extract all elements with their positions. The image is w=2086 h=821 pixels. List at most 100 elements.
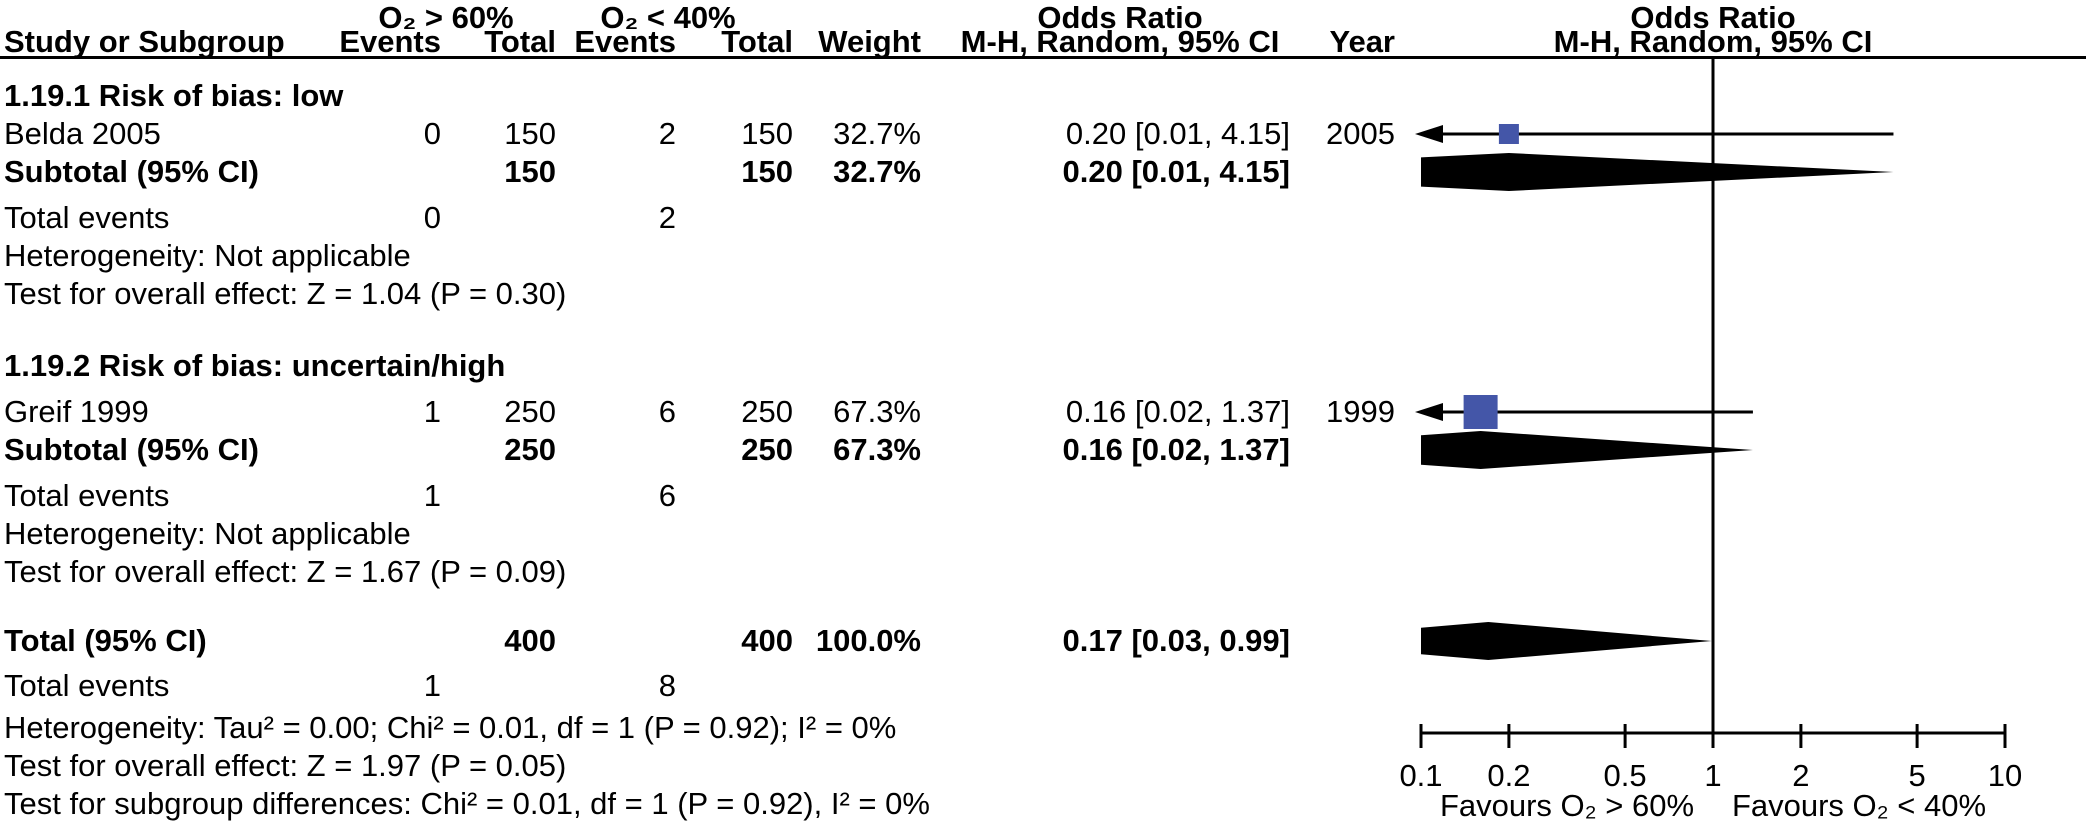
grand-total-row: Total (95% CI) 400 400 100.0% 0.17 [0.03…: [0, 622, 2086, 660]
total1-value: 250: [504, 394, 556, 429]
or-ci-value: 0.16 [0.02, 1.37]: [1065, 394, 1290, 429]
pooled-diamond: [1421, 622, 1712, 660]
total-events-label: Total events: [4, 478, 170, 513]
total-events-row: Total events 0 2: [0, 199, 2086, 237]
weight-column-header: Weight: [818, 24, 921, 59]
header-groups-row: O₂ > 60% O₂ < 40% Odds Ratio Odds Ratio: [0, 0, 2086, 37]
subtotal-or-ci: 0.20 [0.01, 4.15]: [1062, 154, 1291, 189]
favours-left-label: Favours O₂ > 60%: [1440, 788, 1694, 821]
section-header-row: 1.19.2 Risk of bias: uncertain/high: [0, 347, 2086, 385]
year-value: 2005: [1326, 116, 1395, 151]
year-value: 1999: [1326, 394, 1395, 429]
heterogeneity-row: Heterogeneity: Tau² = 0.00; Chi² = 0.01,…: [0, 709, 2086, 747]
favours-right-label: Favours O₂ < 40%: [1732, 788, 1986, 821]
header-separator: [0, 56, 2086, 59]
overall-effect-text: Test for overall effect: Z = 1.97 (P = 0…: [4, 748, 567, 783]
section-title: 1.19.2 Risk of bias: uncertain/high: [4, 348, 506, 383]
axis-tick-label: 0.1: [1399, 758, 1442, 793]
subtotal-label: Subtotal (95% CI): [4, 154, 259, 189]
study-row: Belda 2005 0 150 2 150 32.7% 0.20 [0.01,…: [0, 115, 2086, 153]
header-columns-row: Study or Subgroup Events Total Events To…: [0, 23, 2086, 61]
group1-header: O₂ > 60%: [378, 0, 514, 35]
events2-column-header: Events: [574, 24, 676, 59]
section-title: 1.19.1 Risk of bias: low: [4, 78, 344, 113]
pooled-diamond: [1421, 153, 1894, 191]
subtotal-weight: 32.7%: [833, 154, 921, 189]
axis-tick-label: 2: [1792, 758, 1809, 793]
total1-value: 150: [504, 116, 556, 151]
axis-tick-label: 5: [1908, 758, 1925, 793]
total2-value: 250: [741, 394, 793, 429]
events2-value: 2: [658, 116, 676, 151]
pooled-diamond: [1421, 431, 1753, 469]
study-name: Greif 1999: [4, 394, 149, 429]
total-events-row: Total events 1 6: [0, 477, 2086, 515]
total2-column-header: Total: [721, 24, 793, 59]
subtotal-total1: 150: [504, 154, 556, 189]
total-events1: 0: [423, 200, 441, 235]
total-events2: 6: [658, 478, 676, 513]
axis-tick-label: 0.5: [1604, 758, 1647, 793]
heterogeneity-row: Heterogeneity: Not applicable: [0, 515, 2086, 553]
events1-column-header: Events: [339, 24, 441, 59]
weight-value: 32.7%: [833, 116, 921, 151]
total-events1: 1: [423, 668, 441, 703]
heterogeneity-text: Heterogeneity: Not applicable: [4, 238, 411, 273]
total2-value: 150: [741, 116, 793, 151]
subtotal-total2: 150: [741, 154, 793, 189]
ci-arrow-left-icon: [1415, 125, 1443, 143]
total1-column-header: Total: [484, 24, 556, 59]
study-point-marker: [1463, 395, 1498, 429]
total-events-label: Total events: [4, 668, 170, 703]
grand-total-label: Total (95% CI): [4, 623, 207, 658]
ci-arrow-left-icon: [1415, 403, 1443, 421]
odds-ratio-header: Odds Ratio: [1037, 0, 1203, 35]
total-events2: 8: [658, 668, 676, 703]
total-events-label: Total events: [4, 200, 170, 235]
grand-total-or-ci: 0.17 [0.03, 0.99]: [1062, 623, 1291, 658]
study-column-header: Study or Subgroup: [4, 24, 285, 59]
year-column-header: Year: [1329, 24, 1395, 59]
overall-effect-row: Test for overall effect: Z = 1.04 (P = 0…: [0, 275, 2086, 313]
heterogeneity-row: Heterogeneity: Not applicable: [0, 237, 2086, 275]
or-ci-value: 0.20 [0.01, 4.15]: [1065, 116, 1290, 151]
axis-tick-label: 1: [1704, 758, 1721, 793]
plot-odds-ratio-header: Odds Ratio: [1630, 0, 1796, 35]
overall-effect-row: Test for overall effect: Z = 1.67 (P = 0…: [0, 553, 2086, 591]
events1-value: 0: [423, 116, 441, 151]
grand-total-weight: 100.0%: [815, 623, 921, 658]
total-events-row: Total events 1 8: [0, 667, 2086, 705]
section-header-row: 1.19.1 Risk of bias: low: [0, 77, 2086, 115]
weight-value: 67.3%: [833, 394, 921, 429]
total-events2: 2: [658, 200, 676, 235]
subgroup-differences-text: Test for subgroup differences: Chi² = 0.…: [4, 786, 930, 821]
study-point-marker: [1498, 124, 1519, 144]
subtotal-total1: 250: [504, 432, 556, 467]
events2-value: 6: [658, 394, 676, 429]
subtotal-weight: 67.3%: [833, 432, 921, 467]
plot-method-header: M-H, Random, 95% CI: [1553, 24, 1873, 59]
axis-tick-label: 10: [1988, 758, 2022, 793]
overall-effect-text: Test for overall effect: Z = 1.04 (P = 0…: [4, 276, 567, 311]
group2-header: O₂ < 40%: [600, 0, 736, 35]
total-events1: 1: [423, 478, 441, 513]
events1-value: 1: [423, 394, 441, 429]
overall-effect-text: Test for overall effect: Z = 1.67 (P = 0…: [4, 554, 567, 589]
grand-total-total1: 400: [504, 623, 556, 658]
axis-tick-label: 0.2: [1487, 758, 1530, 793]
heterogeneity-text: Heterogeneity: Not applicable: [4, 516, 411, 551]
study-name: Belda 2005: [4, 116, 161, 151]
study-row: Greif 1999 1 250 6 250 67.3% 0.16 [0.02,…: [0, 393, 2086, 431]
subtotal-or-ci: 0.16 [0.02, 1.37]: [1062, 432, 1291, 467]
subtotal-label: Subtotal (95% CI): [4, 432, 259, 467]
subtotal-row: Subtotal (95% CI) 150 150 32.7% 0.20 [0.…: [0, 153, 2086, 191]
method-column-header: M-H, Random, 95% CI: [960, 24, 1280, 59]
overall-effect-row: Test for overall effect: Z = 1.97 (P = 0…: [0, 747, 2086, 785]
subgroup-differences-row: Test for subgroup differences: Chi² = 0.…: [0, 785, 2086, 821]
heterogeneity-text: Heterogeneity: Tau² = 0.00; Chi² = 0.01,…: [4, 710, 897, 745]
subtotal-row: Subtotal (95% CI) 250 250 67.3% 0.16 [0.…: [0, 431, 2086, 469]
grand-total-total2: 400: [741, 623, 793, 658]
subtotal-total2: 250: [741, 432, 793, 467]
